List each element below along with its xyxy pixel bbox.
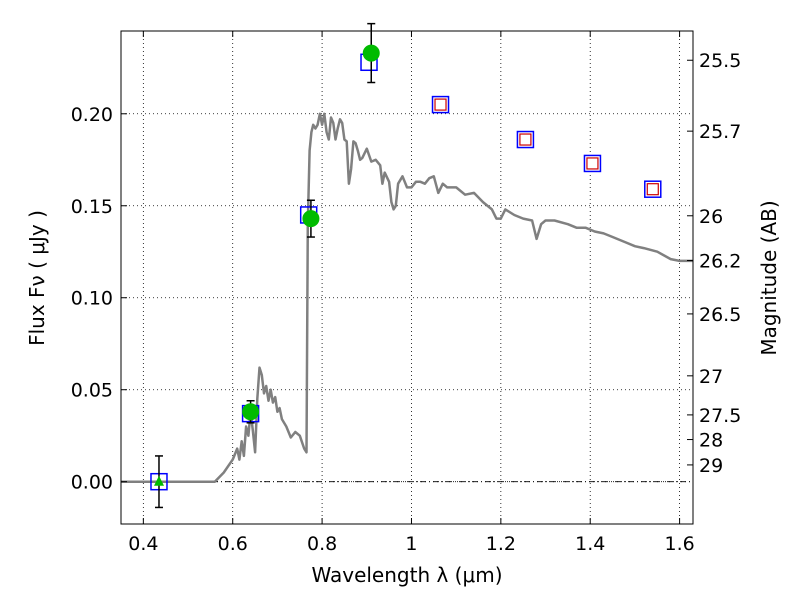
x-tick-label: 1.4 <box>575 533 605 555</box>
magnitude-tick-label: 26.5 <box>699 304 741 326</box>
plot-area <box>121 31 693 524</box>
x-tick-label: 0.6 <box>218 533 248 555</box>
magnitude-tick-label: 25.5 <box>699 50 741 72</box>
tick-labels: 0.4 0.6 0.8 1 1.2 1.4 1.6 0.00 0.05 0.10 0.15 0.20 2… <box>71 50 742 555</box>
observed-flux-point <box>242 403 260 421</box>
y-tick-label: 0.15 <box>71 196 113 218</box>
model-flux-box <box>644 180 662 198</box>
upper-limit-box <box>586 157 599 170</box>
error-bars <box>153 22 380 509</box>
nondetection-marker <box>153 475 164 486</box>
y-tick-label: 0.10 <box>71 288 113 310</box>
magnitude-tick-label: 27 <box>699 366 723 388</box>
upper-limit-box <box>646 183 659 196</box>
template-spectrum-line <box>121 112 693 483</box>
x-tick-label: 0.4 <box>128 533 158 555</box>
observed-flux-point <box>302 210 320 228</box>
plot-frame <box>120 30 694 525</box>
upper-limit-box <box>519 133 532 146</box>
magnitude-tick-label: 27.5 <box>699 405 741 427</box>
upper-limit-box <box>434 98 447 111</box>
x-tick-label: 0.8 <box>307 533 337 555</box>
x-tick-label: 1.6 <box>664 533 694 555</box>
magnitude-tick-label: 26.2 <box>699 251 741 273</box>
model-flux-box <box>431 95 450 114</box>
x-tick-label: 1.2 <box>486 533 516 555</box>
magnitude-tick-label: 29 <box>699 455 723 477</box>
magnitude-tick-label: 26 <box>699 206 723 228</box>
y-tick-label: 0.20 <box>71 104 113 126</box>
y-axis-label: Flux Fν ( μJy ) <box>25 210 49 346</box>
y-tick-label: 0.00 <box>71 472 113 494</box>
x-tick-label: 1 <box>405 533 417 555</box>
x-axis-label: Wavelength λ (μm) <box>311 563 502 587</box>
model-flux-box <box>516 130 535 149</box>
magnitude-tick-label: 28 <box>699 430 723 452</box>
ticks <box>121 31 693 524</box>
y-tick-label: 0.05 <box>71 380 113 402</box>
y2-axis-label: Magnitude (AB) <box>757 200 781 355</box>
magnitude-tick-label: 25.7 <box>699 121 741 143</box>
observed-flux-point <box>362 44 380 62</box>
model-flux-box <box>583 154 602 173</box>
